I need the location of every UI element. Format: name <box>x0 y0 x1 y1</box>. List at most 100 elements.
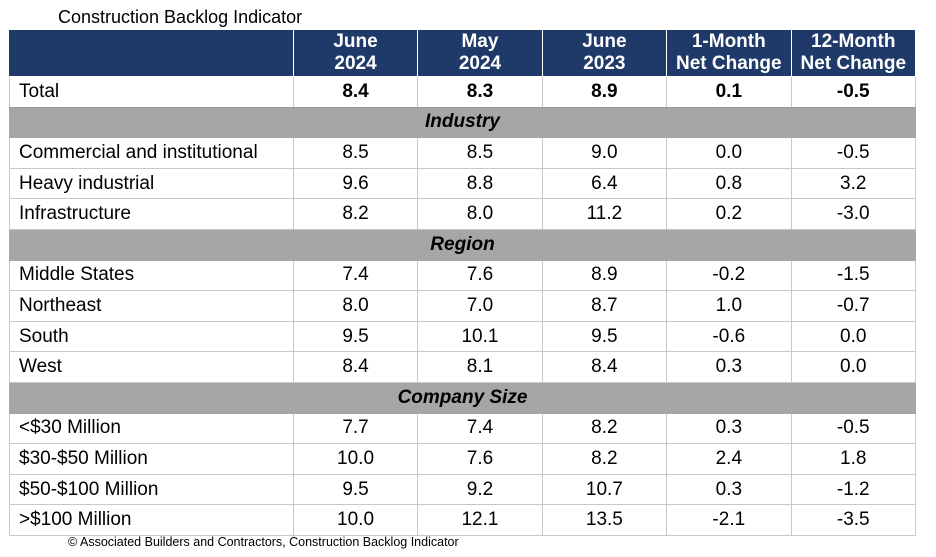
row-label: West <box>9 351 294 383</box>
value-cell: -3.0 <box>790 198 917 230</box>
value-cell: 9.6 <box>292 167 419 200</box>
table-row: Commercial and institutional 8.5 8.5 9.0 0.0… <box>9 137 917 169</box>
column-header-1-month-change: 1-Month Net Change <box>666 29 792 77</box>
value-cell: 9.5 <box>292 473 419 506</box>
table-row: <$30 Million 7.7 7.4 8.2 0.3 -0.5 <box>9 412 917 445</box>
value-cell: 1.8 <box>790 443 917 475</box>
value-cell: 7.6 <box>417 443 543 475</box>
value-cell: -0.5 <box>790 412 917 445</box>
row-label: <$30 Million <box>9 412 294 445</box>
header-row: June 2024 May 2024 June 2023 1-Month Net Cha… <box>9 29 917 77</box>
column-header-12-month-change: 12-Month Net Change <box>790 29 917 77</box>
backlog-table: June 2024 May 2024 June 2023 1-Month Net Cha… <box>9 29 917 536</box>
value-cell: 8.9 <box>541 76 668 108</box>
section-header-row: Company Size <box>9 381 916 414</box>
section-title: Company Size <box>9 381 916 414</box>
row-label: Infrastructure <box>9 198 294 230</box>
value-cell: 10.7 <box>541 473 668 506</box>
value-cell: 8.5 <box>417 137 543 169</box>
section-title: Industry <box>9 106 916 139</box>
value-cell: 9.5 <box>541 320 668 353</box>
table-title: Construction Backlog Indicator <box>58 7 303 27</box>
table-row: $30-$50 Million 10.0 7.6 8.2 2.4 1.8 <box>9 443 917 475</box>
row-label: Middle States <box>9 259 294 292</box>
value-cell: 7.7 <box>292 412 419 445</box>
value-cell: 10.0 <box>292 504 419 536</box>
value-cell: 7.0 <box>417 290 543 322</box>
value-cell: 8.1 <box>417 351 543 383</box>
value-cell: 8.4 <box>292 351 419 383</box>
value-cell: -1.5 <box>790 259 917 292</box>
value-cell: 8.9 <box>541 259 668 292</box>
value-cell: 9.5 <box>292 320 419 353</box>
value-cell: -0.7 <box>790 290 917 322</box>
table-row: West 8.4 8.1 8.4 0.3 0.0 <box>9 351 917 383</box>
value-cell: 8.2 <box>292 198 419 230</box>
table-row: Infrastructure 8.2 8.0 11.2 0.2 -3.0 <box>9 198 917 230</box>
row-label: Total <box>9 76 294 108</box>
value-cell: 2.4 <box>666 443 792 475</box>
section-header-row: Region <box>9 228 916 261</box>
value-cell: 0.0 <box>666 137 792 169</box>
value-cell: 13.5 <box>541 504 668 536</box>
value-cell: 8.3 <box>417 76 543 108</box>
table-row: >$100 Million 10.0 12.1 13.5 -2.1 -3.5 <box>9 504 917 536</box>
row-label: South <box>9 320 294 353</box>
value-cell: -3.5 <box>790 504 917 536</box>
value-cell: -0.6 <box>666 320 792 353</box>
value-cell: 0.2 <box>666 198 792 230</box>
value-cell: -1.2 <box>790 473 917 506</box>
value-cell: 0.8 <box>666 167 792 200</box>
value-cell: 8.4 <box>292 76 419 108</box>
value-cell: -2.1 <box>666 504 792 536</box>
value-cell: 12.1 <box>417 504 543 536</box>
value-cell: 8.2 <box>541 443 668 475</box>
row-label: $30-$50 Million <box>9 443 294 475</box>
value-cell: 3.2 <box>790 167 917 200</box>
value-cell: 10.0 <box>292 443 419 475</box>
value-cell: 0.3 <box>666 412 792 445</box>
value-cell: 8.4 <box>541 351 668 383</box>
value-cell: 0.3 <box>666 473 792 506</box>
value-cell: 8.2 <box>541 412 668 445</box>
row-label: >$100 Million <box>9 504 294 536</box>
header-blank-cell <box>9 29 294 77</box>
value-cell: 9.2 <box>417 473 543 506</box>
section-title: Region <box>9 228 916 261</box>
value-cell: 6.4 <box>541 167 668 200</box>
table-row: Middle States 7.4 7.6 8.9 -0.2 -1.5 <box>9 259 917 292</box>
column-header-may-2024: May 2024 <box>417 29 543 77</box>
row-label: $50-$100 Million <box>9 473 294 506</box>
value-cell: -0.2 <box>666 259 792 292</box>
value-cell: -0.5 <box>790 76 917 108</box>
value-cell: 8.7 <box>541 290 668 322</box>
table-row: South 9.5 10.1 9.5 -0.6 0.0 <box>9 320 917 353</box>
table-row: Northeast 8.0 7.0 8.7 1.0 -0.7 <box>9 290 917 322</box>
value-cell: 7.4 <box>417 412 543 445</box>
value-cell: 0.1 <box>666 76 792 108</box>
value-cell: 8.0 <box>417 198 543 230</box>
value-cell: 8.5 <box>292 137 419 169</box>
column-header-june-2024: June 2024 <box>292 29 419 77</box>
table-row: Heavy industrial 9.6 8.8 6.4 0.8 3.2 <box>9 167 917 200</box>
table-row: $50-$100 Million 9.5 9.2 10.7 0.3 -1.2 <box>9 473 917 506</box>
value-cell: 11.2 <box>541 198 668 230</box>
column-header-june-2023: June 2023 <box>541 29 668 77</box>
row-label: Northeast <box>9 290 294 322</box>
copyright-footer: © Associated Builders and Contractors, C… <box>68 535 459 549</box>
total-row: Total 8.4 8.3 8.9 0.1 -0.5 <box>9 76 917 108</box>
value-cell: 9.0 <box>541 137 668 169</box>
value-cell: 7.4 <box>292 259 419 292</box>
value-cell: -0.5 <box>790 137 917 169</box>
row-label: Commercial and institutional <box>9 137 294 169</box>
value-cell: 8.8 <box>417 167 543 200</box>
row-label: Heavy industrial <box>9 167 294 200</box>
value-cell: 10.1 <box>417 320 543 353</box>
value-cell: 0.3 <box>666 351 792 383</box>
value-cell: 8.0 <box>292 290 419 322</box>
table-body: Total 8.4 8.3 8.9 0.1 -0.5 Industry Commercial … <box>9 76 917 536</box>
value-cell: 0.0 <box>790 351 917 383</box>
value-cell: 0.0 <box>790 320 917 353</box>
value-cell: 7.6 <box>417 259 543 292</box>
section-header-row: Industry <box>9 106 916 139</box>
